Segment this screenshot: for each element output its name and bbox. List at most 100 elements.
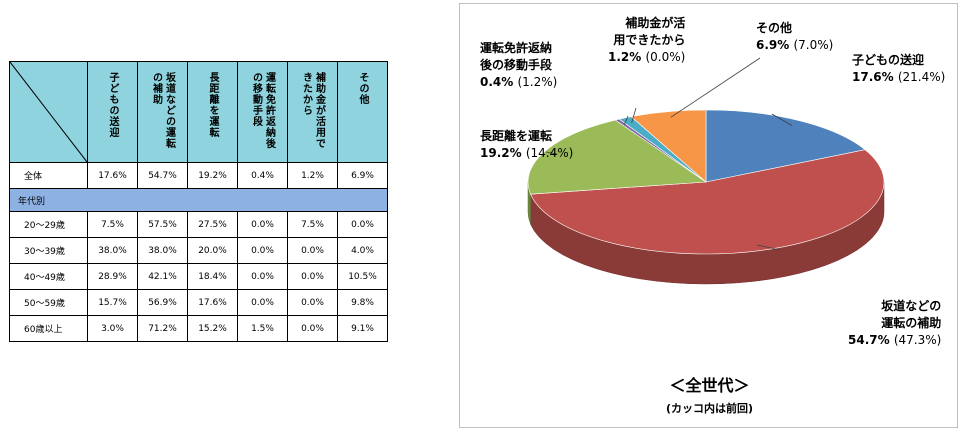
table-cell: 38.0% [87, 237, 138, 264]
slice-label-name: 後の移動手段 [480, 58, 553, 72]
slice-label: その他 6.9% (7.0%) [756, 20, 833, 54]
table-cell: 15.7% [87, 289, 138, 316]
table-row: 40～49歳 28.9% 42.1% 18.4% 0.0% 0.0% 10.5% [9, 263, 388, 290]
slice-label-name: 補助金が活 [625, 16, 686, 30]
chart-subtitle: (カッコ内は前回) [665, 402, 754, 415]
table-cell: 10.5% [337, 263, 388, 290]
slice-label-name: その他 [756, 21, 793, 35]
slice-previous-value: (1.2%) [517, 75, 558, 89]
table-cell: 6.9% [337, 162, 388, 189]
slice-value: 54.7% [848, 333, 890, 347]
pie-slice [705, 109, 866, 183]
slice-label-name: 運転の補助 [881, 316, 942, 330]
table-cell: 0.0% [237, 289, 288, 316]
table-cell: 20.0% [187, 237, 238, 264]
table-cell: 4.0% [337, 237, 388, 264]
table-cell: 54.7% [137, 162, 188, 189]
slice-value: 19.2% [480, 146, 522, 160]
table-cell: 56.9% [137, 289, 188, 316]
table-cell: 1.2% [287, 162, 338, 189]
table-cell: 0.4% [237, 162, 288, 189]
table-cell: 42.1% [137, 263, 188, 290]
slice-value: 0.4% [480, 75, 514, 89]
slice-label-name: 子どもの送迎 [852, 53, 925, 67]
table-cell: 19.2% [187, 162, 238, 189]
slice-label: 子どもの送迎 17.6% (21.4%) [852, 52, 945, 86]
slice-label-name: 坂道などの [881, 299, 942, 313]
table-cell: 0.0% [287, 237, 338, 264]
slice-label-name: 長距離を運転 [480, 129, 553, 143]
slice-label-name: 用できたから [613, 33, 686, 47]
pie-slice [527, 119, 707, 195]
row-label: 60歳以上 [9, 315, 88, 342]
table-row: 30～39歳 38.0% 38.0% 20.0% 0.0% 0.0% 4.0% [9, 237, 388, 264]
table-cell: 9.1% [337, 315, 388, 342]
table-header-cell: 運転免許返納後の移動手段 [237, 61, 288, 163]
slice-previous-value: (47.3%) [893, 333, 942, 347]
results-table: 子どもの送迎 坂道などの運転の補助 長距離を運転 運転免許返納後の移動手段 補助… [9, 61, 388, 342]
table-cell: 0.0% [237, 263, 288, 290]
table-cell: 0.0% [287, 263, 338, 290]
chart-title: ＜全世代＞ [669, 376, 750, 395]
table-cell: 57.5% [137, 211, 188, 238]
slice-value: 6.9% [756, 38, 790, 52]
slice-label: 長距離を運転 19.2% (14.4%) [480, 128, 573, 162]
slice-previous-value: (21.4%) [897, 70, 946, 84]
table-cell: 0.0% [287, 315, 338, 342]
header-text: その他 [357, 72, 368, 105]
leader-line [757, 244, 781, 251]
row-label: 全体 [9, 162, 88, 189]
pie-chart [527, 57, 885, 285]
table-header-cell: 坂道などの運転の補助 [137, 61, 188, 163]
header-text: 長距離を運転 [207, 72, 218, 138]
table-corner-cell [9, 61, 88, 163]
table-cell: 7.5% [287, 211, 338, 238]
table-row: 60歳以上 3.0% 71.2% 15.2% 1.5% 0.0% 9.1% [9, 315, 388, 342]
table-row-overall: 全体 17.6% 54.7% 19.2% 0.4% 1.2% 6.9% [9, 162, 388, 189]
table-header-row: 子どもの送迎 坂道などの運転の補助 長距離を運転 運転免許返納後の移動手段 補助… [9, 61, 388, 163]
table-cell: 38.0% [137, 237, 188, 264]
leader-line [670, 57, 761, 118]
header-text: 坂道などの運転の補助 [150, 72, 175, 149]
slice-previous-value: (14.4%) [525, 146, 574, 160]
header-text: 子どもの送迎 [107, 72, 118, 138]
pie-slice [630, 109, 707, 183]
table-cell: 71.2% [137, 315, 188, 342]
slice-label: 補助金が活用できたから 1.2% (0.0%) [608, 15, 685, 66]
pie-chart-panel: ＜全世代＞ (カッコ内は前回) 子どもの送迎 17.6% (21.4%) 坂道などの… [459, 3, 958, 428]
corner-diagonal [10, 62, 87, 162]
slice-label: 運転免許返納 後の移動手段 0.4% (1.2%) [480, 40, 557, 91]
table-cell: 0.0% [287, 289, 338, 316]
table-cell: 28.9% [87, 263, 138, 290]
table-header-cell: 長距離を運転 [187, 61, 238, 163]
table-header-cell: 子どもの送迎 [87, 61, 138, 163]
header-text: 運転免許返納後の移動手段 [250, 72, 275, 149]
table-header-cell: 補助金が活用できたから [287, 61, 338, 163]
table-cell: 0.0% [237, 211, 288, 238]
table-cell: 7.5% [87, 211, 138, 238]
leader-line [545, 151, 558, 155]
table-row: 50～59歳 15.7% 56.9% 17.6% 0.0% 0.0% 9.8% [9, 289, 388, 316]
table-cell: 9.8% [337, 289, 388, 316]
table-header-cell: その他 [337, 61, 388, 163]
row-label: 20～29歳 [9, 211, 88, 238]
table-cell: 27.5% [187, 211, 238, 238]
table-cell: 0.0% [237, 237, 288, 264]
pie-slice [530, 149, 885, 255]
row-label: 50～59歳 [9, 289, 88, 316]
slice-value: 1.2% [608, 50, 642, 64]
slice-label-name: 運転免許返納 [480, 41, 553, 55]
slice-previous-value: (7.0%) [793, 38, 834, 52]
table-cell: 3.0% [87, 315, 138, 342]
table-row: 20～29歳 7.5% 57.5% 27.5% 0.0% 7.5% 0.0% [9, 211, 388, 238]
slice-value: 17.6% [852, 70, 894, 84]
row-label: 40～49歳 [9, 263, 88, 290]
leader-line [771, 113, 793, 126]
table-cell: 15.2% [187, 315, 238, 342]
table-cell: 0.0% [337, 211, 388, 238]
table-cell: 17.6% [187, 289, 238, 316]
section-label: 年代別 [9, 188, 388, 212]
leader-line [631, 107, 637, 124]
table-section-row: 年代別 [9, 188, 388, 212]
slice-previous-value: (0.0%) [645, 50, 686, 64]
